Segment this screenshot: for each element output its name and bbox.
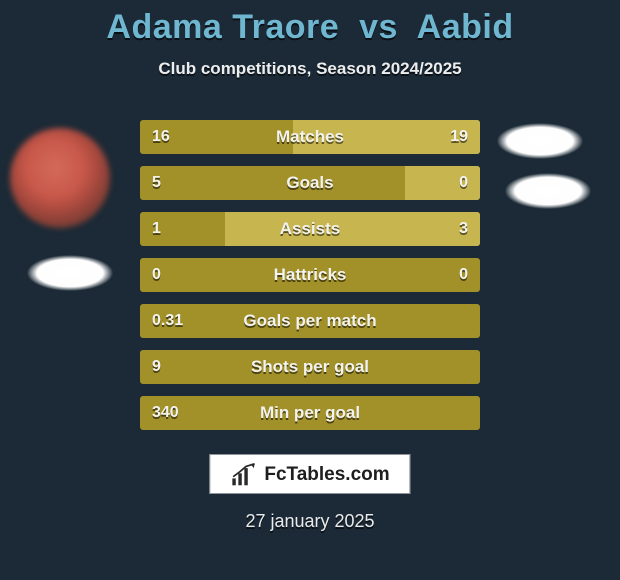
stat-label: Goals per match [140,304,480,338]
stat-row: 00Hattricks [140,258,480,292]
player2-name: Aabid [417,8,514,46]
stat-label: Goals [140,166,480,200]
stat-row: 0.31Goals per match [140,304,480,338]
stat-bars-container: 1619Matches 50Goals 13Assists 00Hattricks 0.… [140,120,480,442]
player2-avatar [480,116,600,166]
stat-row: 1619Matches [140,120,480,154]
stat-label: Assists [140,212,480,246]
stat-row: 13Assists [140,212,480,246]
comparison-title: Adama Traore vs Aabid [0,0,620,47]
subtitle: Club competitions, Season 2024/2025 [0,59,620,79]
player1-name: Adama Traore [106,8,339,46]
brand-text: FcTables.com [264,464,389,486]
player1-avatar [10,128,110,228]
brand-box: FcTables.com [209,454,410,494]
brand-icon [230,463,258,487]
stat-label: Matches [140,120,480,154]
player2-silhouette [488,166,608,216]
stat-row: 340Min per goal [140,396,480,430]
stat-label: Min per goal [140,396,480,430]
stat-row: 50Goals [140,166,480,200]
stat-label: Shots per goal [140,350,480,384]
stat-label: Hattricks [140,258,480,292]
vs-text: vs [359,8,398,46]
player1-silhouette [10,248,130,298]
date-text: 27 january 2025 [245,511,374,532]
stat-row: 9Shots per goal [140,350,480,384]
